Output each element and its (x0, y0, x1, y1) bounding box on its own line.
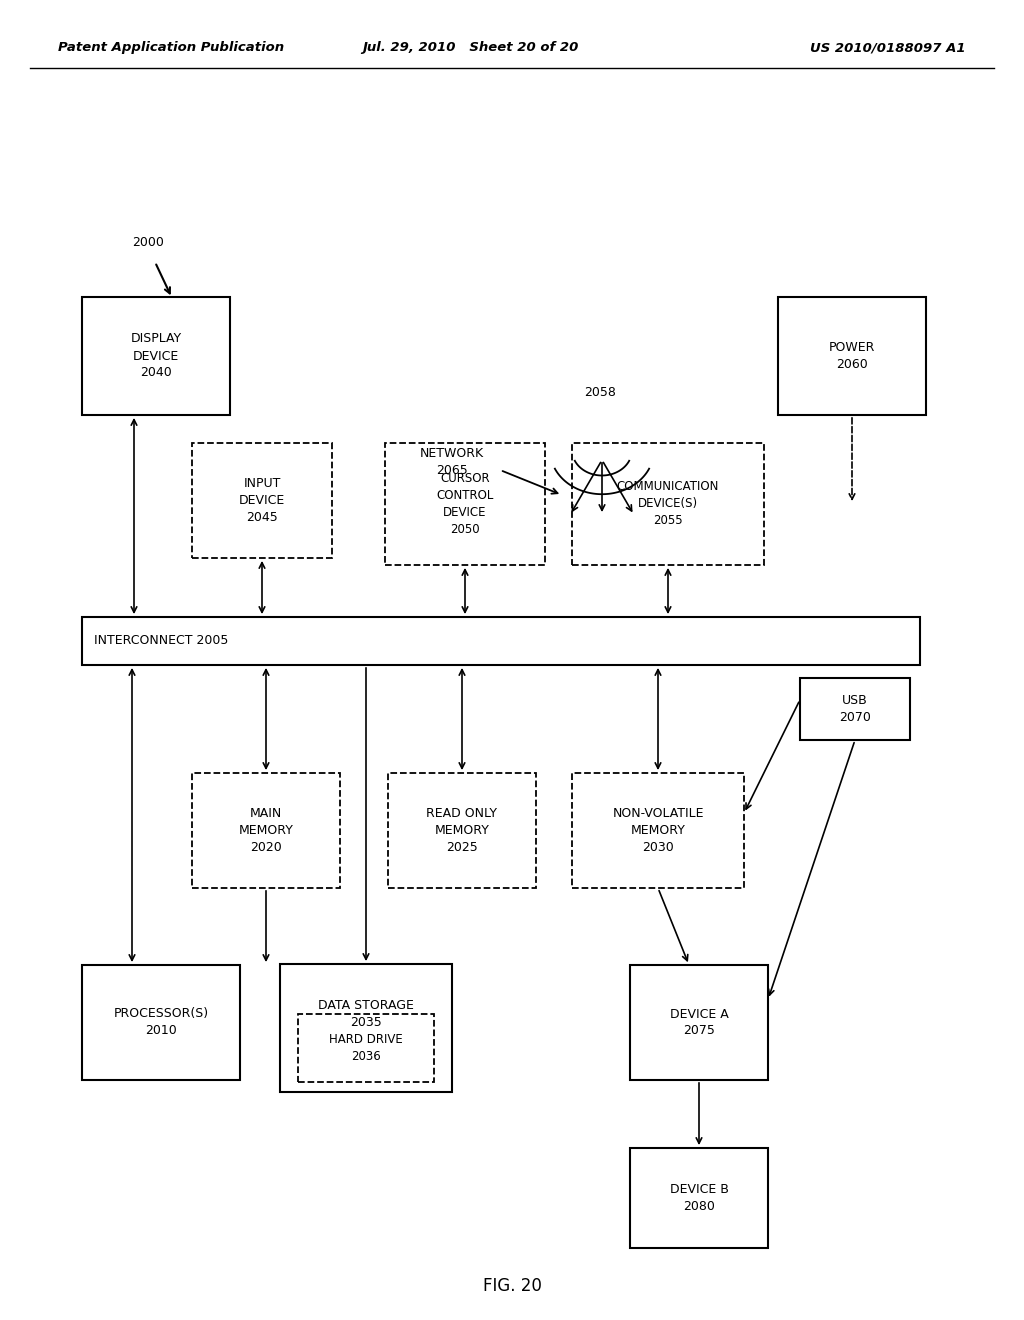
Text: NETWORK
2065: NETWORK 2065 (420, 447, 484, 477)
Text: NON-VOLATILE
MEMORY
2030: NON-VOLATILE MEMORY 2030 (612, 807, 703, 854)
Bar (385, 444, 545, 565)
Text: USB
2070: USB 2070 (839, 694, 871, 723)
Bar (280, 964, 452, 1092)
Text: Jul. 29, 2010   Sheet 20 of 20: Jul. 29, 2010 Sheet 20 of 20 (361, 41, 579, 54)
Text: CURSOR
CONTROL
DEVICE
2050: CURSOR CONTROL DEVICE 2050 (436, 473, 494, 536)
Bar (82, 616, 920, 665)
Text: 2058: 2058 (584, 385, 616, 399)
Bar (298, 1014, 434, 1082)
Text: DATA STORAGE
2035: DATA STORAGE 2035 (318, 999, 414, 1030)
Text: POWER
2060: POWER 2060 (828, 341, 876, 371)
Bar (778, 297, 926, 414)
Text: INPUT
DEVICE
2045: INPUT DEVICE 2045 (239, 477, 285, 524)
Bar (630, 1148, 768, 1247)
Text: Patent Application Publication: Patent Application Publication (58, 41, 284, 54)
Bar (193, 444, 332, 558)
Text: PROCESSOR(S)
2010: PROCESSOR(S) 2010 (114, 1007, 209, 1038)
Bar (388, 774, 536, 888)
Bar (572, 774, 744, 888)
Bar (800, 678, 910, 741)
Text: MAIN
MEMORY
2020: MAIN MEMORY 2020 (239, 807, 294, 854)
Bar (82, 965, 240, 1080)
Bar (630, 965, 768, 1080)
Bar (572, 444, 764, 565)
Bar (193, 774, 340, 888)
Text: INTERCONNECT 2005: INTERCONNECT 2005 (94, 635, 228, 648)
Text: 2000: 2000 (132, 235, 164, 248)
Text: FIG. 20: FIG. 20 (482, 1276, 542, 1295)
Text: DISPLAY
DEVICE
2040: DISPLAY DEVICE 2040 (130, 333, 181, 380)
Text: DEVICE B
2080: DEVICE B 2080 (670, 1183, 728, 1213)
Text: READ ONLY
MEMORY
2025: READ ONLY MEMORY 2025 (427, 807, 498, 854)
Text: HARD DRIVE
2036: HARD DRIVE 2036 (329, 1034, 402, 1063)
Text: COMMUNICATION
DEVICE(S)
2055: COMMUNICATION DEVICE(S) 2055 (616, 480, 719, 528)
Bar (82, 297, 230, 414)
Text: US 2010/0188097 A1: US 2010/0188097 A1 (810, 41, 966, 54)
Text: DEVICE A
2075: DEVICE A 2075 (670, 1007, 728, 1038)
